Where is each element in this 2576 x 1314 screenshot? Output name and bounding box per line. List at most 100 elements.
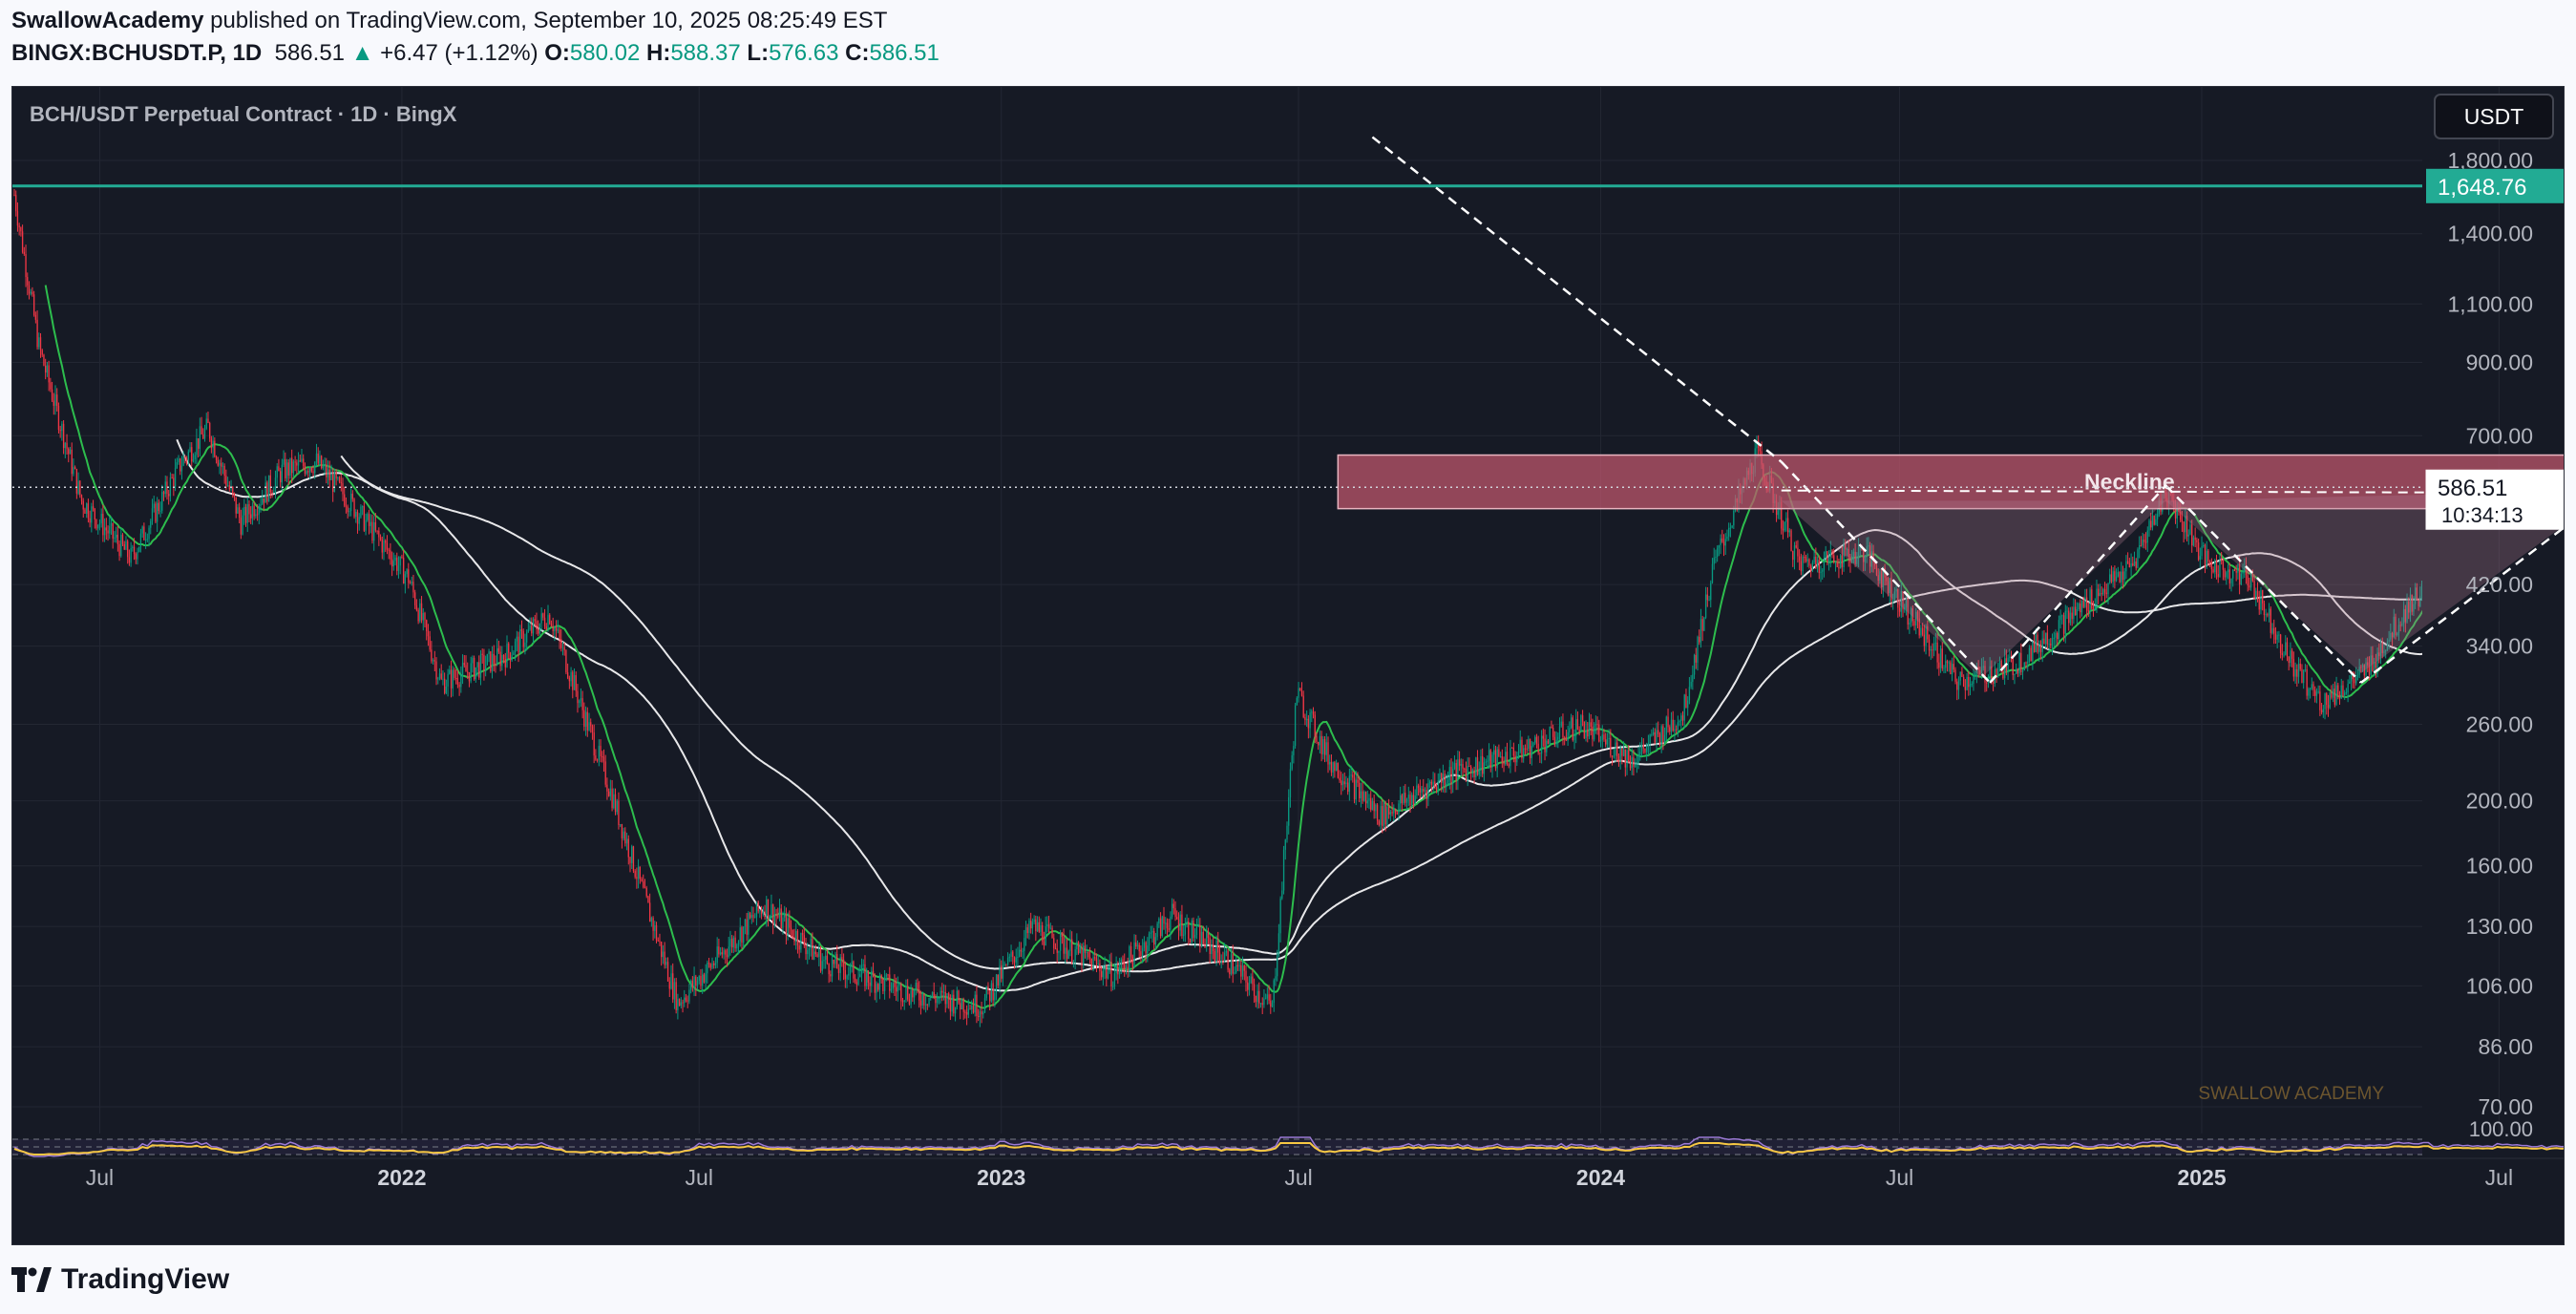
- tradingview-logo[interactable]: TradingView: [11, 1263, 229, 1296]
- candle-body: [1366, 800, 1368, 804]
- candle-body: [607, 791, 610, 796]
- candle-body: [1094, 957, 1096, 959]
- candle-body: [75, 469, 78, 494]
- candle-body: [677, 999, 679, 1010]
- candle-body: [2126, 561, 2129, 563]
- candle-body: [2119, 572, 2121, 583]
- candle-body: [702, 974, 704, 986]
- candle-body: [901, 1001, 904, 1003]
- candle-body: [643, 880, 644, 888]
- candle-body: [1617, 755, 1620, 762]
- candle-body: [447, 673, 449, 687]
- candle-body: [568, 677, 571, 682]
- candle-body: [985, 986, 987, 999]
- candle-body: [1784, 521, 1785, 531]
- candle-body: [1552, 727, 1554, 737]
- left-shoulder-pattern[interactable]: [1781, 500, 2166, 678]
- candle-body: [2327, 704, 2330, 709]
- neckline-box[interactable]: [1337, 454, 2564, 510]
- candle-body: [1168, 928, 1170, 930]
- candle-body: [1670, 719, 1673, 732]
- downtrend-line[interactable]: [1371, 136, 1783, 463]
- price-chart[interactable]: Necklinewait for break 100.00 1,800.001,…: [12, 87, 2564, 1244]
- candle-body: [2285, 642, 2287, 655]
- pattern-line-2[interactable]: [1989, 484, 2167, 684]
- author-name[interactable]: SwallowAcademy: [11, 8, 204, 33]
- candle-body: [2135, 561, 2137, 568]
- candle-body: [1047, 923, 1050, 928]
- candle-body: [2320, 710, 2323, 712]
- candle-body: [1329, 761, 1331, 765]
- candle-body: [1656, 730, 1658, 743]
- pattern-line-4[interactable]: [2360, 485, 2564, 684]
- candle-body: [648, 902, 651, 922]
- candle-body: [1841, 555, 1844, 567]
- candle-body: [317, 453, 319, 464]
- candle-body: [757, 901, 759, 912]
- candle-body: [378, 530, 380, 538]
- candle-body: [2331, 692, 2333, 698]
- candle-body: [1945, 661, 1947, 668]
- candle-body: [237, 507, 239, 514]
- candle-body: [602, 756, 605, 762]
- candle-body: [1102, 970, 1105, 978]
- candle-body: [1432, 781, 1434, 785]
- candle-body: [1058, 950, 1060, 953]
- candle-body: [2021, 670, 2024, 672]
- candle-body: [80, 495, 83, 501]
- candle-body: [734, 937, 736, 949]
- candle-body: [2301, 668, 2303, 684]
- candle-body: [1207, 932, 1210, 939]
- candle-body: [1079, 947, 1081, 953]
- candle-body: [1628, 750, 1630, 763]
- candle-body: [2055, 632, 2057, 638]
- candle-body: [1323, 738, 1326, 755]
- pattern-line-1[interactable]: [1780, 460, 1992, 684]
- neckline-dash[interactable]: [1781, 489, 2564, 495]
- candle-body: [2390, 633, 2392, 640]
- candle-body: [1330, 761, 1333, 774]
- candle-body: [20, 227, 22, 232]
- candle-body: [729, 939, 731, 947]
- candle-body: [714, 963, 717, 965]
- pattern-line-3[interactable]: [2164, 484, 2362, 684]
- candle-body: [267, 475, 270, 502]
- candle-body: [361, 506, 364, 508]
- candle-body: [2279, 634, 2282, 654]
- candle-body: [408, 569, 410, 583]
- candle-body: [174, 468, 177, 487]
- candle-body: [2226, 572, 2228, 578]
- candle-body: [1480, 755, 1482, 770]
- candle-body: [613, 794, 615, 809]
- candle-body: [210, 438, 213, 449]
- candle-body: [1697, 636, 1699, 663]
- candle-body: [484, 665, 487, 670]
- currency-button[interactable]: USDT: [2434, 94, 2554, 139]
- candle-body: [1685, 694, 1687, 709]
- candle-body: [1289, 769, 1292, 797]
- candle-body: [1506, 752, 1509, 765]
- candle-body: [2105, 592, 2107, 595]
- candle-body: [948, 993, 950, 1000]
- candle-body: [606, 784, 608, 792]
- candle-body: [961, 999, 963, 1010]
- y-tick-label: 160.00: [2466, 854, 2533, 879]
- y-tick-label: 900.00: [2466, 350, 2533, 375]
- candle-body: [923, 993, 925, 1006]
- candle-body: [1475, 757, 1477, 777]
- right-shoulder-pattern[interactable]: [2165, 491, 2564, 673]
- candle-body: [328, 469, 330, 480]
- candle-body: [233, 493, 236, 498]
- candle-body: [1662, 726, 1664, 744]
- candle-body: [1220, 961, 1222, 964]
- candle-body: [162, 492, 165, 495]
- candle-body: [2406, 602, 2408, 623]
- candle-body: [755, 901, 758, 918]
- candle-body: [1425, 790, 1427, 799]
- candle-body: [1512, 747, 1515, 756]
- candle-body: [678, 999, 681, 1007]
- chart-frame[interactable]: Necklinewait for break 100.00 1,800.001,…: [11, 86, 2565, 1245]
- candle-body: [461, 663, 464, 675]
- candle-body: [2356, 674, 2359, 677]
- candle-body: [38, 337, 40, 348]
